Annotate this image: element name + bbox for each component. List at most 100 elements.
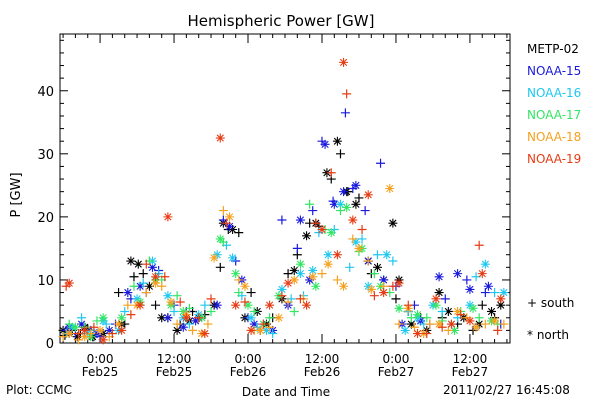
data-point-south xyxy=(246,288,256,298)
x-tick-label-date: Feb25 xyxy=(156,365,193,379)
data-point-south xyxy=(477,300,487,310)
data-point-north xyxy=(335,199,345,209)
y-axis-label: P [GW] xyxy=(9,172,24,217)
x-tick-label-time: 12:00 xyxy=(305,352,340,366)
data-point-north xyxy=(98,313,108,323)
data-point-north xyxy=(295,215,305,225)
data-point-south xyxy=(206,294,216,304)
data-point-south xyxy=(194,313,204,323)
data-point-north xyxy=(323,259,333,269)
data-point-north xyxy=(453,269,463,279)
data-point-south xyxy=(474,240,484,250)
data-point-south xyxy=(206,306,216,316)
data-point-north xyxy=(385,184,395,193)
data-point-north xyxy=(302,300,312,310)
data-point-north xyxy=(434,319,444,329)
data-point-north xyxy=(265,300,275,310)
legend-entry: NOAA-18 xyxy=(527,130,582,144)
data-point-south xyxy=(292,243,302,253)
data-point-south xyxy=(200,300,210,310)
x-tick-label-time: 12:00 xyxy=(453,352,488,366)
data-point-south xyxy=(425,319,435,329)
data-point-south xyxy=(372,250,382,260)
data-point-south xyxy=(480,319,490,329)
data-point-north xyxy=(348,215,358,225)
data-point-north xyxy=(147,262,157,272)
x-tick-label-date: Feb27 xyxy=(452,365,489,379)
data-point-north xyxy=(64,329,74,339)
x-tick-label-date: Feb27 xyxy=(378,365,415,379)
data-point-south xyxy=(89,322,99,332)
data-point-north xyxy=(446,319,456,329)
data-point-north xyxy=(123,288,133,298)
data-point-north xyxy=(209,253,219,263)
data-point-north xyxy=(394,303,404,313)
data-point-south xyxy=(123,300,133,310)
data-point-south xyxy=(172,319,182,329)
legend-entry: NOAA-19 xyxy=(527,152,582,166)
data-point-south xyxy=(258,319,268,329)
data-point-north xyxy=(126,256,136,266)
x-tick-label-time: 12:00 xyxy=(157,352,192,366)
data-point-north xyxy=(320,139,330,149)
y-tick-label: 40 xyxy=(37,85,54,100)
x-axis-label: Date and Time xyxy=(242,385,330,399)
data-point-south xyxy=(394,319,404,329)
marker-legend-entry: + south xyxy=(527,296,575,310)
data-point-south xyxy=(188,325,198,335)
data-point-north xyxy=(332,136,342,146)
data-point-north xyxy=(64,278,74,288)
data-point-south xyxy=(114,288,124,298)
data-point-north xyxy=(114,319,124,329)
data-point-south xyxy=(126,310,136,320)
data-point-south xyxy=(369,269,379,279)
data-point-north xyxy=(249,319,259,329)
data-point-south xyxy=(437,306,447,316)
data-point-north xyxy=(317,224,327,234)
data-point-north xyxy=(95,325,105,335)
data-point-north xyxy=(77,319,87,329)
data-point-north xyxy=(311,281,321,291)
data-point-north xyxy=(178,322,188,332)
data-point-south xyxy=(175,297,185,307)
data-point-north xyxy=(163,313,173,323)
data-point-north xyxy=(363,190,373,200)
y-tick-label: 20 xyxy=(37,211,54,226)
data-point-south xyxy=(160,272,170,282)
data-point-north xyxy=(163,291,173,301)
data-point-north xyxy=(135,281,145,291)
data-point-north xyxy=(400,325,410,335)
data-point-north xyxy=(166,297,176,307)
data-point-south xyxy=(138,278,148,288)
data-point-north xyxy=(144,281,154,291)
data-point-north xyxy=(471,322,481,332)
footer-plot-credit: Plot: CCMC xyxy=(6,383,72,397)
data-point-south xyxy=(277,215,287,225)
data-point-north xyxy=(326,228,336,238)
data-point-south xyxy=(283,297,293,307)
data-point-south xyxy=(357,224,367,234)
data-point-south xyxy=(138,269,148,279)
data-point-north xyxy=(295,269,305,279)
data-point-south xyxy=(440,294,450,304)
data-point-south xyxy=(295,294,305,304)
data-point-north xyxy=(181,313,191,323)
y-tick-label: 30 xyxy=(37,148,54,163)
data-point-north xyxy=(172,325,182,335)
data-point-north xyxy=(231,269,241,279)
data-point-north xyxy=(274,313,284,323)
data-point-north xyxy=(98,335,108,345)
data-point-south xyxy=(474,313,484,323)
data-point-south xyxy=(493,325,503,335)
data-point-north xyxy=(80,325,90,335)
data-point-north xyxy=(157,313,167,323)
data-point-north xyxy=(351,199,361,209)
data-point-north xyxy=(133,259,143,269)
data-point-south xyxy=(422,329,432,339)
data-point-north xyxy=(262,325,272,335)
data-point-north xyxy=(246,325,256,335)
x-tick-label-date: Feb25 xyxy=(82,365,119,379)
data-point-north xyxy=(496,294,506,304)
data-point-south xyxy=(456,310,466,320)
data-point-south xyxy=(499,319,509,329)
